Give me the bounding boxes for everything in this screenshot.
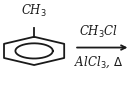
Text: CH$_3$: CH$_3$	[21, 2, 47, 19]
Text: CH$_3$Cl: CH$_3$Cl	[79, 23, 119, 40]
Text: AlCl$_3$, $\Delta$: AlCl$_3$, $\Delta$	[74, 55, 123, 70]
